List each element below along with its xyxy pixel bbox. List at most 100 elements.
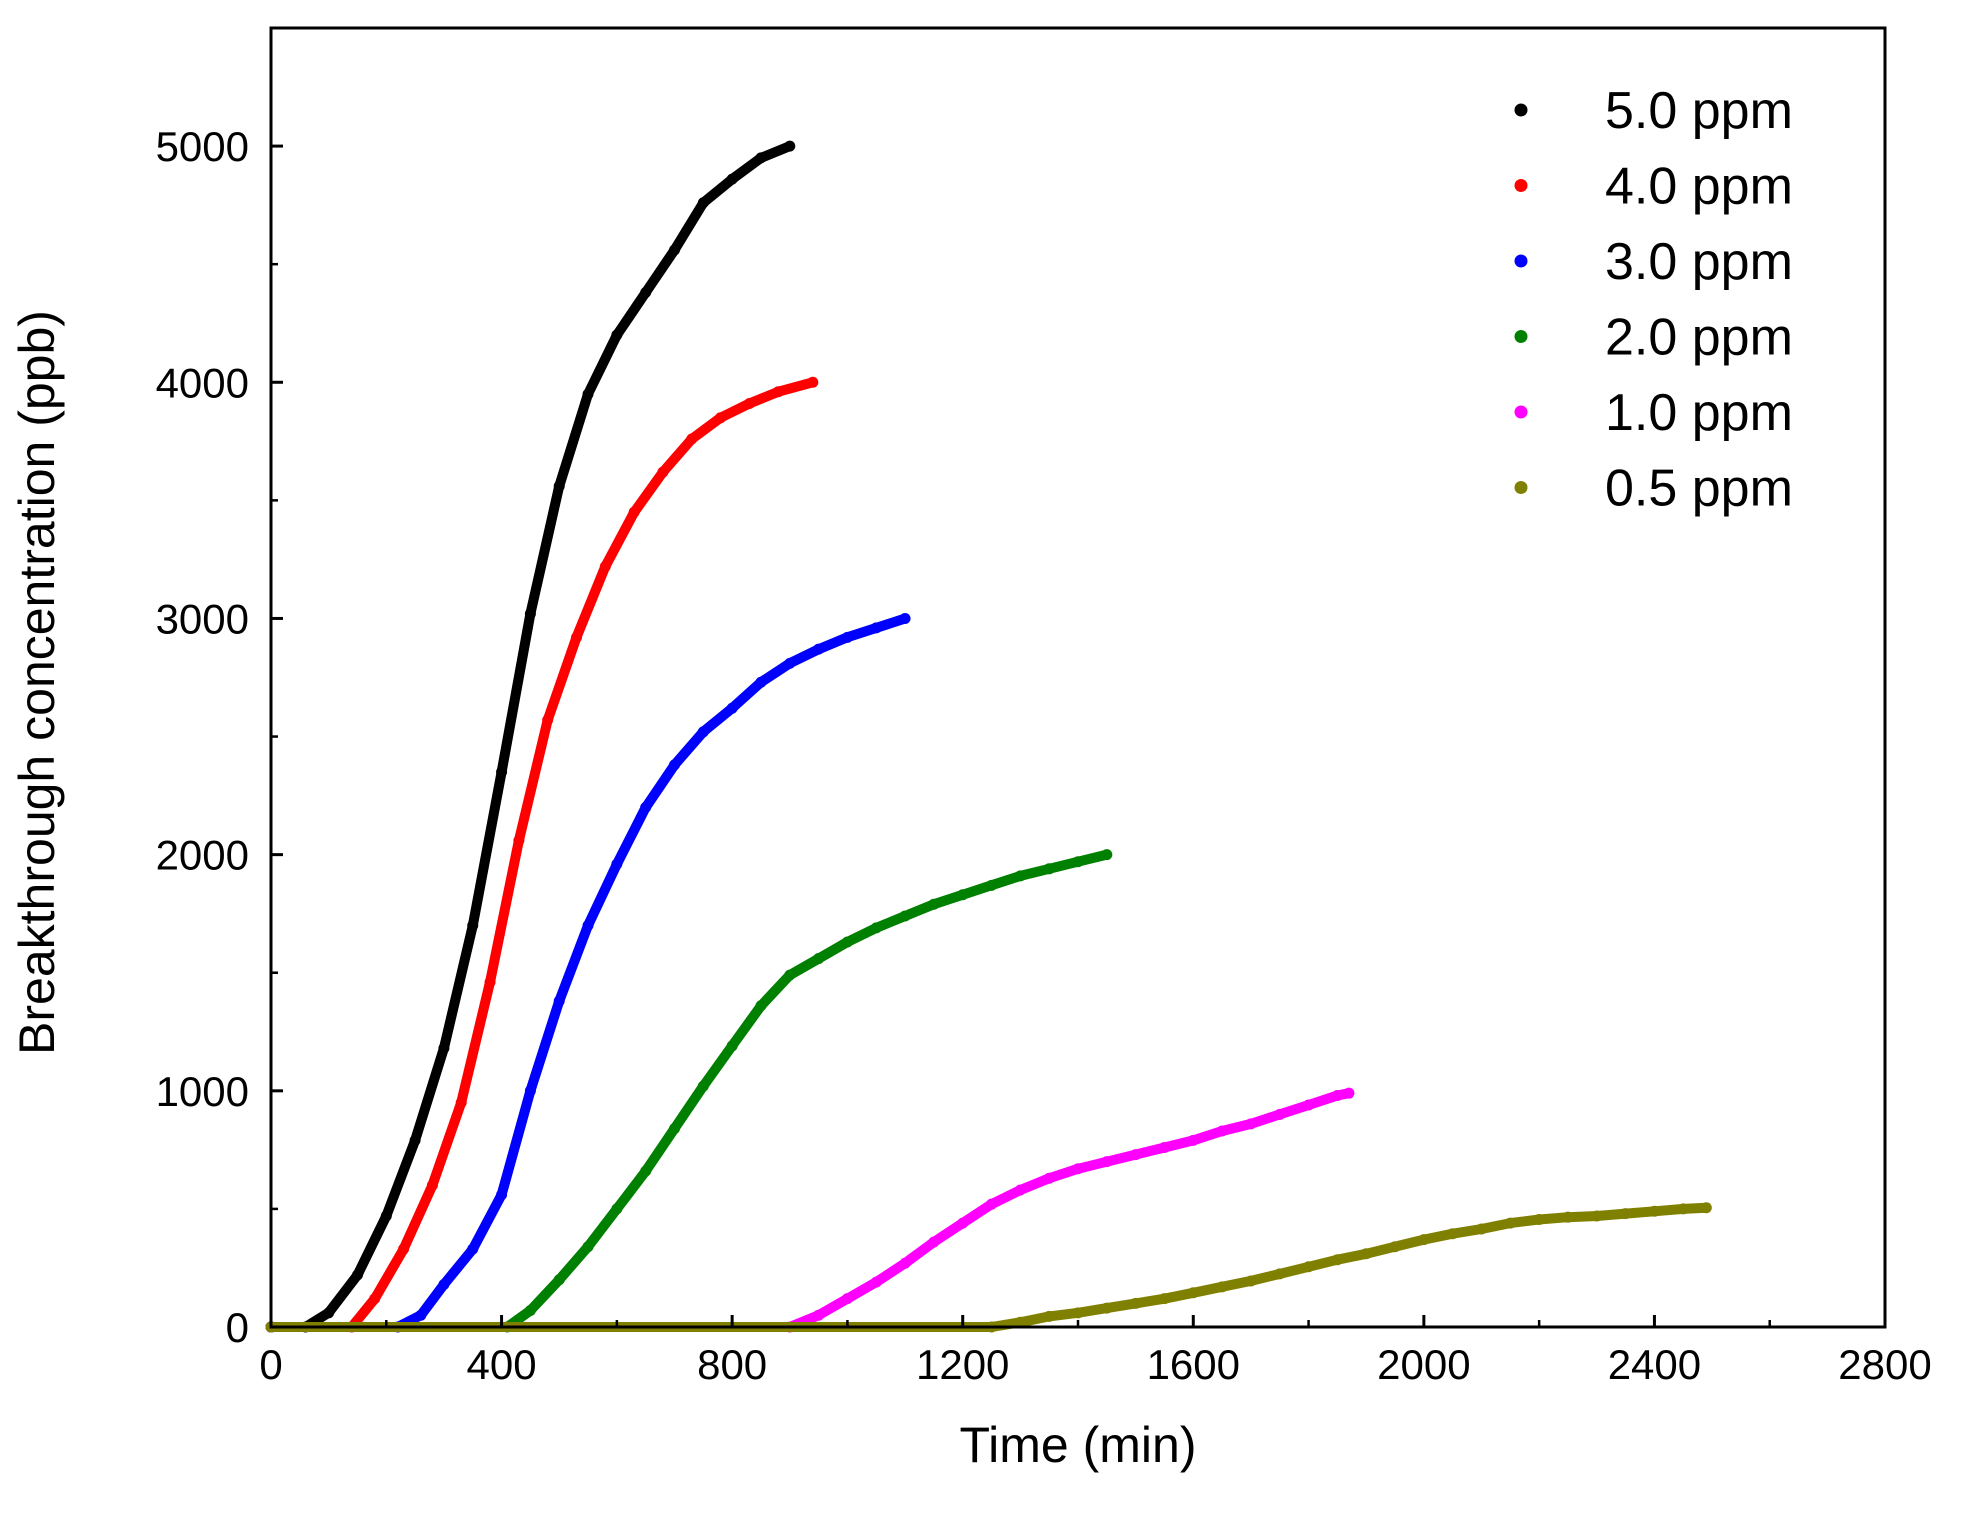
data-point (640, 801, 652, 813)
data-point (726, 1040, 738, 1052)
data-point (599, 560, 611, 572)
data-point (669, 1123, 680, 1135)
data-point (697, 197, 709, 209)
data-point (1648, 1205, 1660, 1217)
data-point (1418, 1234, 1430, 1246)
y-axis-title: Breakthrough concentration (ppb) (9, 310, 65, 1055)
data-point (1101, 849, 1113, 861)
data-point (755, 1000, 767, 1012)
data-point (813, 1309, 825, 1321)
y-tick-label: 3000 (156, 595, 249, 642)
data-point (1158, 1142, 1170, 1154)
data-point (784, 657, 796, 669)
data-point (899, 1257, 911, 1269)
series-5_0-ppm (265, 140, 796, 1333)
data-point (553, 480, 565, 492)
data-point (899, 612, 911, 624)
data-point (640, 287, 652, 299)
legend-marker (1514, 481, 1528, 494)
data-point (640, 1165, 652, 1177)
legend-marker (1514, 254, 1528, 268)
data-point (409, 1134, 421, 1146)
data-point (1187, 1287, 1199, 1299)
data-point (1043, 1310, 1055, 1322)
data-point (1216, 1281, 1228, 1293)
legend-label: 3.0 ppm (1605, 233, 1793, 291)
series-trace (266, 1088, 1354, 1332)
legend-marker (1514, 330, 1528, 343)
data-point (1360, 1248, 1372, 1260)
data-point (986, 879, 998, 891)
data-point (899, 910, 911, 922)
data-point (772, 386, 784, 398)
legend-item: 2.0 ppm (1514, 309, 1793, 367)
data-point (697, 1080, 709, 1092)
x-tick-label: 2400 (1608, 1341, 1701, 1388)
data-point (1562, 1211, 1574, 1223)
data-point (467, 919, 479, 931)
data-point (957, 1217, 969, 1229)
data-point (1072, 1307, 1084, 1319)
data-point (323, 1307, 335, 1319)
data-point (1072, 1163, 1084, 1175)
data-point (813, 953, 825, 965)
data-point (398, 1243, 410, 1255)
legend-label: 2.0 ppm (1605, 309, 1793, 367)
data-point (1476, 1223, 1487, 1235)
y-tick-label: 1000 (156, 1068, 249, 1115)
data-point (807, 376, 819, 388)
data-point (484, 976, 496, 988)
x-axis-title: Time (min) (959, 1417, 1196, 1473)
data-point (1187, 1134, 1199, 1146)
data-point (582, 919, 594, 931)
legend: 5.0 ppm 4.0 ppm 3.0 ppm 2.0 ppm 1.0 ppm 0.5 p… (1514, 82, 1793, 518)
data-point (1331, 1090, 1343, 1102)
data-point (928, 1236, 940, 1248)
legend-item: 1.0 ppm (1514, 384, 1793, 442)
data-point (582, 388, 594, 400)
data-point (582, 1241, 594, 1253)
data-point (611, 1203, 623, 1215)
data-point (1101, 1156, 1113, 1168)
data-point (553, 995, 565, 1007)
legend-marker (1514, 103, 1528, 117)
data-point (841, 936, 853, 948)
data-point (380, 1210, 392, 1222)
data-point (743, 398, 755, 410)
data-point (369, 1293, 381, 1305)
y-tick-label: 0 (226, 1304, 249, 1351)
series-2_0-ppm (265, 849, 1113, 1333)
data-point (986, 1198, 998, 1210)
data-point (1043, 1172, 1055, 1184)
data-point (755, 152, 767, 164)
x-tick-label: 800 (697, 1341, 767, 1388)
tick-layer: 0 400 800 1200 1600 2000 2400 2800 0 1000 2000 3000… (156, 123, 1932, 1388)
data-point (438, 1278, 450, 1290)
data-point (467, 1243, 479, 1255)
data-point (1677, 1203, 1689, 1215)
data-point (870, 922, 882, 934)
data-point (1274, 1268, 1286, 1280)
data-point (697, 726, 709, 738)
data-point (524, 1085, 536, 1097)
legend-label: 1.0 ppm (1605, 384, 1793, 442)
legend-item: 5.0 ppm (1514, 82, 1793, 140)
data-point (1343, 1087, 1355, 1099)
data-point (611, 329, 623, 341)
data-point (1591, 1210, 1603, 1222)
legend-label: 0.5 ppm (1605, 460, 1793, 518)
x-tick-label: 1600 (1147, 1341, 1240, 1388)
data-point (669, 759, 680, 771)
data-point (870, 1276, 882, 1288)
data-point (553, 1274, 565, 1286)
y-tick-label: 5000 (156, 123, 249, 170)
legend-item: 0.5 ppm (1514, 460, 1793, 518)
data-point (1533, 1214, 1545, 1226)
data-point (1245, 1275, 1257, 1287)
legend-marker (1514, 179, 1528, 192)
legend-label: 4.0 ppm (1605, 158, 1793, 216)
data-point (928, 898, 940, 910)
data-point (726, 173, 738, 185)
x-tick-label: 2800 (1838, 1341, 1931, 1388)
